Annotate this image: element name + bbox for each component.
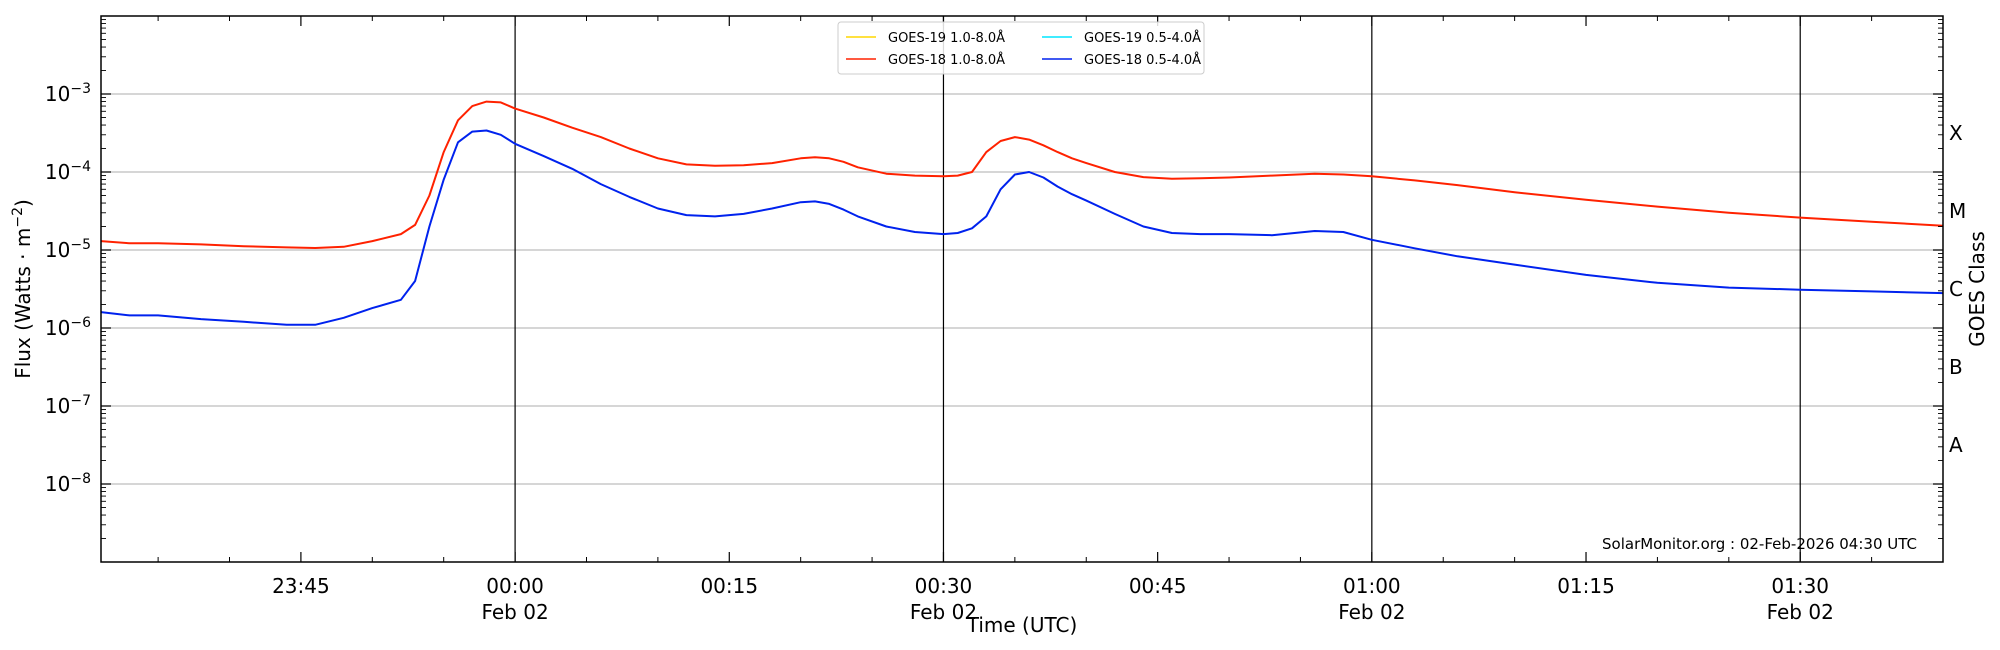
legend-label: GOES-19 1.0-8.0Å	[888, 30, 1005, 46]
x-tick-label: 01:15	[1557, 574, 1615, 598]
y-axis-ticks: 10−3 10−4 10−5 10−6 10−7 10−8	[45, 19, 1943, 539]
y-tick-label: 10−3	[45, 81, 91, 106]
gridlines	[101, 93, 1943, 485]
x-tick-label: 00:00	[486, 574, 544, 598]
legend-label: GOES-18 1.0-8.0Å	[888, 52, 1005, 68]
series-line	[100, 100, 1944, 249]
x-tick-date-label: Feb 02	[1767, 600, 1834, 624]
x-tick-date-label: Feb 02	[910, 600, 977, 624]
data-series	[100, 100, 1944, 326]
legend-label: GOES-18 0.5-4.0Å	[1084, 52, 1201, 68]
x-tick-label: 23:45	[272, 574, 330, 598]
plot-frame	[100, 15, 1944, 563]
series-line	[100, 129, 1944, 326]
y-tick-label: 10−7	[45, 393, 91, 418]
x-tick-date-label: Feb 02	[1338, 600, 1405, 624]
y-axis-title-close: )	[11, 199, 35, 207]
goes-class-label: M	[1949, 199, 1966, 223]
x-tick-label: 00:45	[1129, 574, 1187, 598]
legend-label: GOES-19 0.5-4.0Å	[1084, 30, 1201, 46]
legend: GOES-19 1.0-8.0Å GOES-19 0.5-4.0Å GOES-18 …	[837, 21, 1205, 75]
x-axis-title: Time (UTC)	[966, 613, 1078, 637]
x-tick-label: 00:30	[915, 574, 973, 598]
x-tick-label: 01:30	[1771, 574, 1829, 598]
day-boundary-lines	[514, 16, 1801, 562]
goes-class-label: A	[1949, 433, 1963, 457]
goes-class-axis-title: GOES Class	[1965, 231, 1989, 347]
x-tick-label: 01:00	[1343, 574, 1401, 598]
y-axis-title-exponent: −2	[10, 207, 26, 228]
goes-class-label: X	[1949, 121, 1963, 145]
x-tick-date-label: Feb 02	[481, 600, 548, 624]
x-tick-label: 00:15	[700, 574, 758, 598]
goes-class-labels: X M C B A	[1949, 121, 1966, 457]
y-tick-label: 10−8	[45, 471, 91, 496]
y-tick-label: 10−4	[45, 159, 91, 184]
y-axis-title-base: Flux (Watts · m	[11, 228, 35, 379]
y-axis-title: Flux (Watts · m−2)	[10, 199, 35, 379]
y-tick-label: 10−6	[45, 315, 91, 340]
source-annotation: SolarMonitor.org : 02-Feb-2026 04:30 UTC	[1602, 535, 1917, 553]
goes-class-label: C	[1949, 277, 1963, 301]
legend-box	[837, 21, 1205, 75]
y-tick-label: 10−5	[45, 237, 91, 262]
goes-class-label: B	[1949, 355, 1963, 379]
